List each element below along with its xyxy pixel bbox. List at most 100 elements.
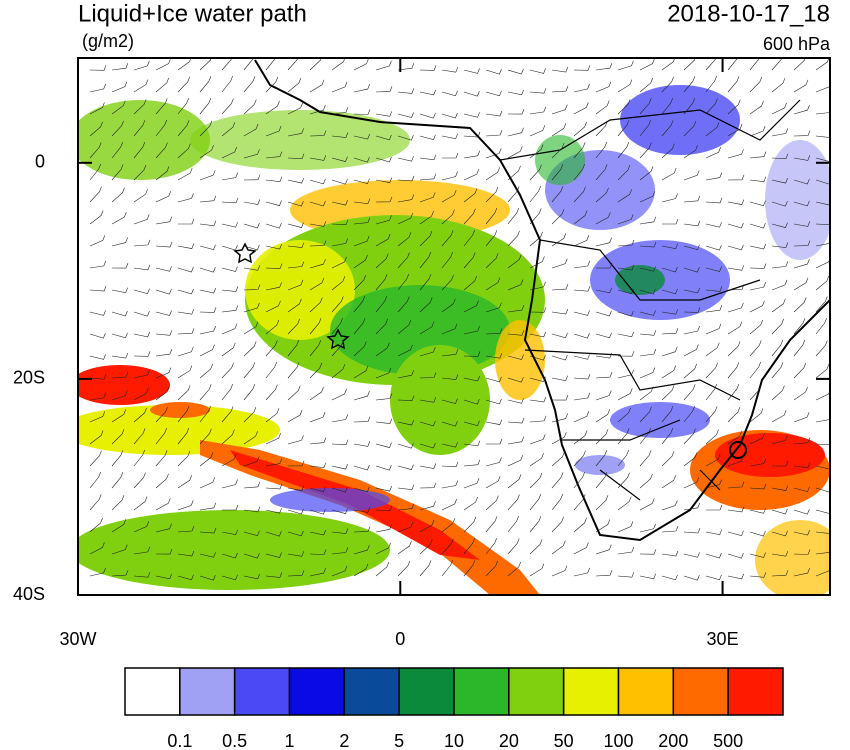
wind-barb	[617, 60, 634, 71]
wind-barb	[89, 517, 103, 533]
wind-barb	[683, 363, 697, 379]
wind-barb	[265, 458, 283, 467]
wind-barb	[705, 479, 722, 489]
wind-barb	[551, 186, 564, 203]
wind-barb	[573, 354, 590, 360]
wind-barb	[507, 230, 520, 247]
wind-barb	[287, 153, 305, 160]
wind-barb	[309, 486, 326, 493]
wind-barb	[771, 409, 787, 423]
wind-barb	[507, 538, 520, 555]
wind-barb	[155, 98, 168, 115]
wind-barb	[177, 120, 190, 137]
wind-barb	[221, 197, 239, 204]
wind-barb	[617, 351, 635, 357]
wind-barb	[551, 209, 565, 225]
wind-barb	[243, 573, 260, 580]
wind-barb	[177, 143, 191, 159]
colorbar-label: 50	[554, 731, 574, 750]
wind-barb	[661, 427, 674, 445]
wind-barb	[353, 217, 371, 225]
wind-barb	[419, 519, 435, 533]
wind-barb	[419, 560, 432, 577]
wind-barb	[133, 331, 150, 338]
wind-barb	[595, 164, 608, 181]
wind-barb	[397, 232, 412, 247]
wind-barb	[177, 243, 195, 249]
wind-barb	[529, 256, 545, 269]
colorbar-label: 100	[603, 731, 633, 750]
wind-barb	[177, 550, 195, 557]
wind-barb	[485, 167, 500, 181]
wind-barb	[793, 386, 808, 401]
wind-barb	[243, 383, 256, 401]
wind-barb	[661, 243, 678, 250]
wind-barb	[485, 110, 503, 117]
wind-barb	[485, 516, 498, 533]
wind-barb	[221, 574, 238, 581]
wind-barb	[133, 310, 150, 317]
wind-barb	[485, 537, 497, 555]
cloud-area	[190, 110, 410, 170]
wind-barb	[89, 392, 107, 401]
wind-barb	[331, 565, 348, 577]
colorbar-label: 200	[658, 731, 688, 750]
wind-barb	[617, 264, 635, 271]
cloud-area	[610, 402, 710, 438]
wind-barb	[749, 483, 767, 490]
wind-barb	[397, 134, 414, 141]
wind-barb	[507, 165, 521, 181]
wind-barb	[595, 120, 608, 137]
wind-barb	[177, 385, 191, 401]
wind-barb	[419, 134, 436, 141]
wind-barb	[89, 235, 106, 247]
wind-barb	[287, 485, 305, 491]
wind-barb	[155, 348, 173, 357]
wind-barb	[661, 76, 674, 93]
wind-barb	[155, 406, 168, 423]
wind-barb	[485, 475, 501, 489]
wind-barb	[529, 331, 546, 338]
wind-barb	[375, 442, 392, 448]
wind-barb	[507, 186, 520, 203]
wind-barb	[177, 309, 195, 315]
wind-barb	[485, 438, 503, 445]
wind-barb	[793, 104, 810, 115]
wind-barb	[353, 507, 371, 513]
wind-barb	[353, 133, 370, 140]
wind-barb	[111, 212, 127, 225]
wind-barb	[815, 223, 830, 226]
wind-barb	[331, 317, 343, 335]
colorbar-label: 0.5	[222, 731, 247, 750]
wind-barb	[331, 439, 349, 446]
wind-barb	[595, 262, 613, 269]
wind-barb	[705, 98, 718, 115]
wind-barb	[221, 383, 233, 401]
wind-barb	[243, 302, 260, 313]
wind-barb	[89, 186, 102, 203]
wind-barb	[683, 325, 700, 335]
wind-barb	[331, 276, 346, 291]
wind-barb	[441, 559, 453, 577]
wind-barb	[441, 518, 456, 533]
wind-barb	[617, 214, 634, 225]
wind-barb	[705, 406, 718, 423]
wind-barb	[749, 200, 766, 207]
wind-barb	[287, 362, 300, 379]
wind-barb	[771, 261, 789, 269]
wind-barb	[507, 494, 520, 511]
wind-barb	[507, 68, 524, 75]
wind-barb	[353, 295, 366, 313]
wind-barb	[617, 120, 630, 137]
wind-barb	[397, 484, 415, 491]
wind-barb	[353, 544, 370, 555]
wind-barb	[771, 200, 788, 207]
wind-barb	[353, 390, 370, 401]
wind-barb	[617, 428, 630, 445]
wind-barb	[485, 129, 503, 137]
wind-barb	[529, 106, 547, 115]
wind-barb	[441, 209, 455, 225]
wind-barb	[353, 416, 371, 423]
wind-barb	[243, 341, 257, 357]
wind-barb	[529, 493, 542, 511]
